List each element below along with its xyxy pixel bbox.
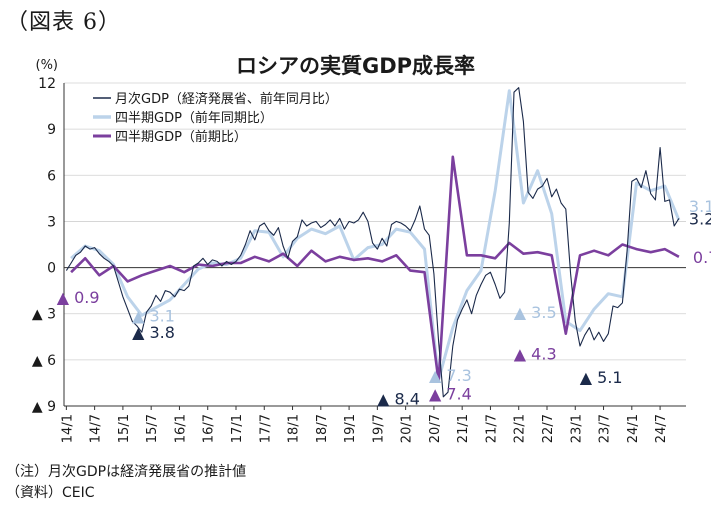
x-tick-label: 15/1 — [117, 414, 132, 443]
y-tick-label: 0 — [47, 261, 56, 277]
annotation-label: ▲ 3.5 — [514, 303, 557, 322]
x-tick-label: 19/7 — [371, 414, 386, 443]
x-tick-label: 19/1 — [343, 414, 358, 443]
x-tick-label: 17/1 — [230, 414, 245, 443]
x-tick-label: 22/7 — [541, 414, 556, 443]
end-label-monthly: 3.2 — [689, 209, 711, 228]
y-tick-label: ▲ 3 — [32, 307, 56, 323]
annotation-label: ▲ 3.1 — [132, 306, 175, 325]
annotation-label: ▲ 4.3 — [514, 345, 557, 364]
x-tick-label: 21/1 — [456, 414, 471, 443]
axes: (%) 12 9 6 3 0 ▲ 3 ▲ 6 ▲ 9 14/1 14/7 15/1 15/7 16/1 16… — [32, 58, 686, 443]
footnote-source: （資料）CEIC — [6, 485, 95, 501]
annotation-label: ▲ 7.4 — [429, 385, 472, 404]
chart-title: ロシアの実質GDP成長率 — [235, 54, 476, 78]
y-tick-label: 12 — [38, 76, 56, 92]
y-tick-label: 9 — [47, 122, 56, 138]
legend-label-qoq: 四半期GDP（前期比） — [115, 129, 247, 145]
x-tick-label: 22/1 — [513, 414, 528, 443]
y-tick-label: ▲ 9 — [32, 399, 56, 415]
end-label-qoq: 0.7 — [693, 248, 711, 267]
end-label-qoq_yoy: 3.1 — [689, 197, 711, 216]
x-tick-label: 16/1 — [173, 414, 188, 443]
y-tick-label: ▲ 6 — [32, 353, 56, 369]
data-labels: 3.23.1 0.7 ▲ 0.9 ▲ 3.8▲ 3.1 ▲ 8.4 ▲ 7.3▲ 7.4 ▲… — [57, 197, 711, 408]
x-tick-label: 23/7 — [598, 414, 613, 443]
x-tick-label: 14/7 — [89, 414, 104, 443]
x-tick-label: 18/7 — [315, 414, 330, 443]
annotation-label: ▲ 5.1 — [580, 368, 623, 387]
annotation-label: ▲ 0.9 — [57, 288, 100, 307]
x-tick-label: 15/7 — [145, 414, 160, 443]
series-line-qoq — [70, 155, 680, 383]
legend: 月次GDP（経済発展省、前年同月比） 四半期GDP（前年同期比） 四半期GDP（前期… — [93, 91, 338, 145]
annotation-label: ▲ 7.3 — [429, 366, 472, 385]
x-tick-label: 20/7 — [428, 414, 443, 443]
series-line-monthly — [65, 87, 680, 398]
annotation-label: ▲ 3.8 — [132, 323, 175, 342]
x-tick-label: 14/1 — [60, 414, 75, 443]
x-tick-label: 24/1 — [626, 414, 641, 443]
y-axis-unit: (%) — [36, 58, 59, 73]
x-tick-label: 20/1 — [400, 414, 415, 443]
series-lines — [65, 87, 681, 398]
y-tick-label: 6 — [47, 168, 56, 184]
x-tick-label: 17/7 — [258, 414, 273, 443]
figure-label: （図表 6） — [6, 10, 121, 35]
annotation-label: ▲ 8.4 — [377, 389, 420, 408]
x-tick-label: 23/1 — [569, 414, 584, 443]
x-tick-label: 24/7 — [654, 414, 669, 443]
y-tick-label: 3 — [47, 214, 56, 230]
x-tick-label: 21/7 — [484, 414, 499, 443]
legend-label-qoq_yoy: 四半期GDP（前年同期比） — [115, 110, 273, 126]
x-tick-label: 18/1 — [287, 414, 302, 443]
x-tick-label: 16/7 — [202, 414, 217, 443]
footnote-note: （注）月次GDPは経済発展省の推計値 — [6, 464, 247, 480]
legend-label-monthly: 月次GDP（経済発展省、前年同月比） — [115, 91, 338, 107]
